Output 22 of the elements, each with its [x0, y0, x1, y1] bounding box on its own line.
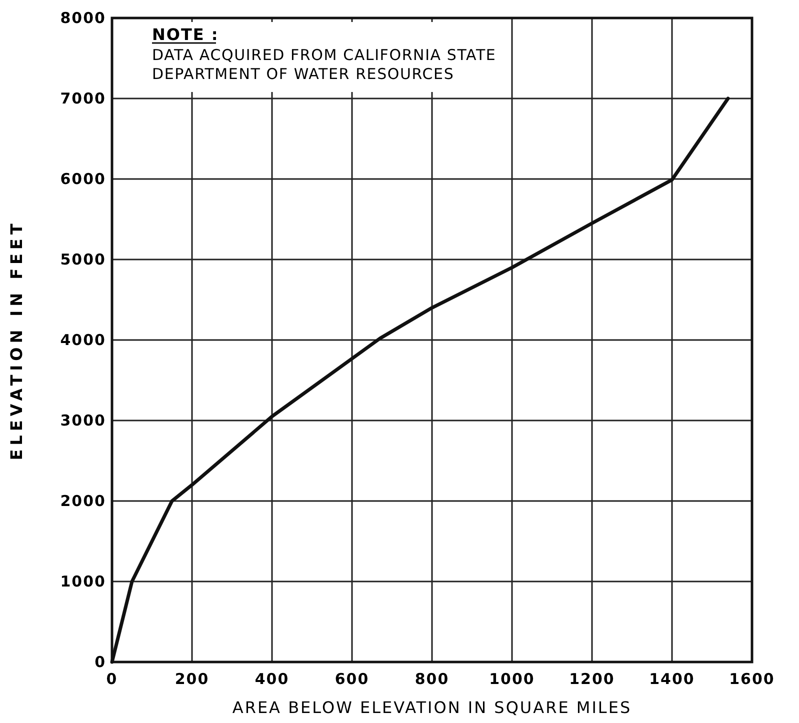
x-tick-label: 600 [334, 670, 370, 688]
x-tick-label: 1000 [489, 670, 535, 688]
x-tick-label: 400 [254, 670, 290, 688]
y-tick-label: 3000 [60, 412, 106, 430]
x-tick-label: 200 [174, 670, 210, 688]
y-tick-label: 5000 [60, 250, 106, 268]
x-tick-label: 0 [106, 670, 118, 688]
y-tick-label: 0 [94, 653, 106, 671]
x-tick-label: 1600 [729, 670, 775, 688]
y-tick-label: 4000 [60, 331, 106, 349]
annotation: DATA ACQUIRED FROM CALIFORNIA STATE DEPARTMENT OF WATER RESOURCES [152, 46, 496, 83]
x-axis-title: AREA BELOW ELEVATION IN SQUARE MILES [232, 698, 632, 717]
y-tick-label: 6000 [60, 170, 106, 188]
annotation: NOTE : [152, 25, 219, 44]
y-tick-label: 2000 [60, 492, 106, 510]
x-tick-label: 800 [414, 670, 450, 688]
y-tick-label: 8000 [60, 9, 106, 27]
x-tick-label: 1400 [649, 670, 695, 688]
y-tick-label: 7000 [60, 90, 106, 108]
y-tick-label: 1000 [60, 572, 106, 590]
y-axis-title: ELEVATION IN FEET [7, 220, 26, 460]
x-tick-label: 1200 [569, 670, 615, 688]
